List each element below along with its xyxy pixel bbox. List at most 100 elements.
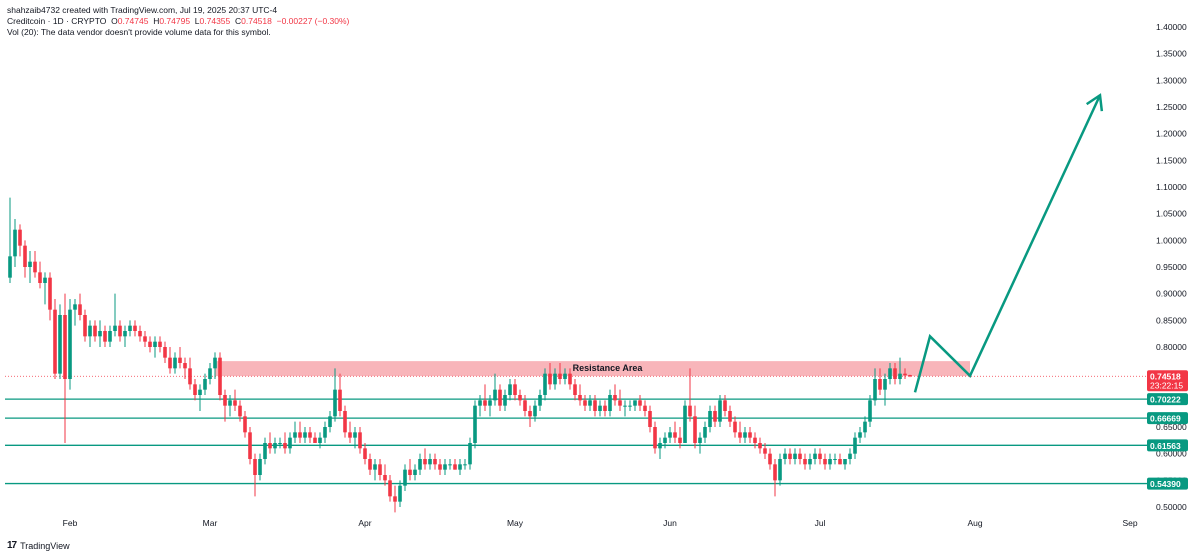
candle[interactable] bbox=[53, 299, 57, 379]
candle[interactable] bbox=[178, 347, 182, 369]
candle[interactable] bbox=[423, 448, 427, 470]
candle[interactable] bbox=[558, 363, 562, 385]
candle[interactable] bbox=[253, 453, 257, 497]
candle[interactable] bbox=[528, 405, 532, 427]
candle[interactable] bbox=[678, 427, 682, 449]
candle[interactable] bbox=[718, 395, 722, 427]
candle[interactable] bbox=[383, 464, 387, 486]
candle[interactable] bbox=[338, 373, 342, 417]
candle[interactable] bbox=[533, 400, 537, 422]
candle[interactable] bbox=[793, 448, 797, 465]
candle[interactable] bbox=[898, 357, 902, 385]
candle[interactable] bbox=[278, 437, 282, 449]
candle[interactable] bbox=[113, 293, 117, 337]
candle[interactable] bbox=[703, 421, 707, 443]
candle[interactable] bbox=[73, 299, 77, 326]
candle[interactable] bbox=[198, 384, 202, 411]
candle[interactable] bbox=[248, 427, 252, 465]
candle[interactable] bbox=[413, 464, 417, 481]
candle[interactable] bbox=[568, 368, 572, 390]
candle[interactable] bbox=[118, 320, 122, 342]
candle[interactable] bbox=[88, 320, 92, 347]
candle[interactable] bbox=[58, 304, 62, 379]
candle[interactable] bbox=[318, 432, 322, 449]
candle[interactable] bbox=[153, 336, 157, 358]
candle[interactable] bbox=[123, 325, 127, 347]
candle[interactable] bbox=[503, 389, 507, 411]
candle[interactable] bbox=[908, 374, 912, 378]
candle[interactable] bbox=[78, 293, 82, 321]
candle[interactable] bbox=[563, 368, 567, 385]
candle[interactable] bbox=[343, 405, 347, 438]
candle[interactable] bbox=[328, 411, 332, 433]
candle[interactable] bbox=[613, 384, 617, 406]
candle[interactable] bbox=[238, 400, 242, 422]
candle[interactable] bbox=[133, 320, 137, 337]
candle[interactable] bbox=[823, 453, 827, 470]
candle[interactable] bbox=[233, 389, 237, 411]
candle[interactable] bbox=[618, 389, 622, 411]
candle[interactable] bbox=[648, 405, 652, 433]
candle[interactable] bbox=[403, 464, 407, 491]
candle[interactable] bbox=[538, 389, 542, 411]
candle[interactable] bbox=[28, 251, 32, 283]
candle[interactable] bbox=[608, 389, 612, 417]
candle[interactable] bbox=[848, 448, 852, 465]
candle[interactable] bbox=[888, 363, 892, 385]
tradingview-footer[interactable]: 17 TradingView bbox=[7, 540, 70, 551]
candle[interactable] bbox=[783, 448, 787, 465]
candle[interactable] bbox=[658, 437, 662, 459]
candle[interactable] bbox=[858, 427, 862, 443]
candle[interactable] bbox=[228, 395, 232, 417]
candle[interactable] bbox=[293, 421, 297, 443]
candle[interactable] bbox=[653, 421, 657, 454]
candle[interactable] bbox=[453, 459, 457, 470]
candle[interactable] bbox=[43, 272, 47, 305]
candle[interactable] bbox=[138, 325, 142, 342]
candle[interactable] bbox=[483, 384, 487, 411]
candle[interactable] bbox=[643, 400, 647, 417]
candle[interactable] bbox=[48, 272, 52, 321]
candle[interactable] bbox=[778, 453, 782, 486]
candle[interactable] bbox=[148, 336, 152, 353]
candle[interactable] bbox=[903, 368, 907, 379]
candle[interactable] bbox=[258, 453, 262, 481]
candle[interactable] bbox=[878, 368, 882, 395]
candle[interactable] bbox=[368, 453, 372, 475]
candle[interactable] bbox=[708, 405, 712, 433]
candle[interactable] bbox=[373, 459, 377, 481]
candle[interactable] bbox=[68, 299, 72, 390]
candle[interactable] bbox=[623, 400, 627, 417]
candle[interactable] bbox=[798, 448, 802, 465]
candle[interactable] bbox=[508, 379, 512, 401]
candle[interactable] bbox=[313, 432, 317, 443]
candle[interactable] bbox=[698, 432, 702, 454]
candle[interactable] bbox=[468, 437, 472, 470]
candle[interactable] bbox=[863, 416, 867, 438]
candle[interactable] bbox=[408, 459, 412, 481]
candle[interactable] bbox=[548, 363, 552, 390]
candle[interactable] bbox=[498, 384, 502, 411]
candle[interactable] bbox=[283, 432, 287, 454]
candle[interactable] bbox=[673, 421, 677, 443]
candle[interactable] bbox=[108, 325, 112, 347]
candle[interactable] bbox=[443, 459, 447, 475]
candle[interactable] bbox=[808, 453, 812, 470]
candle[interactable] bbox=[518, 389, 522, 406]
candle[interactable] bbox=[263, 437, 267, 465]
candle[interactable] bbox=[298, 421, 302, 443]
candle[interactable] bbox=[588, 395, 592, 411]
candle[interactable] bbox=[833, 453, 837, 465]
candle[interactable] bbox=[348, 421, 352, 443]
candle[interactable] bbox=[428, 453, 432, 470]
candle[interactable] bbox=[683, 400, 687, 443]
candle[interactable] bbox=[853, 432, 857, 459]
candle[interactable] bbox=[13, 219, 17, 267]
candle[interactable] bbox=[713, 405, 717, 427]
candle[interactable] bbox=[488, 395, 492, 417]
candle[interactable] bbox=[393, 485, 397, 513]
candle[interactable] bbox=[768, 448, 772, 470]
candle[interactable] bbox=[158, 336, 162, 353]
candle[interactable] bbox=[763, 443, 767, 459]
candle[interactable] bbox=[593, 395, 597, 417]
